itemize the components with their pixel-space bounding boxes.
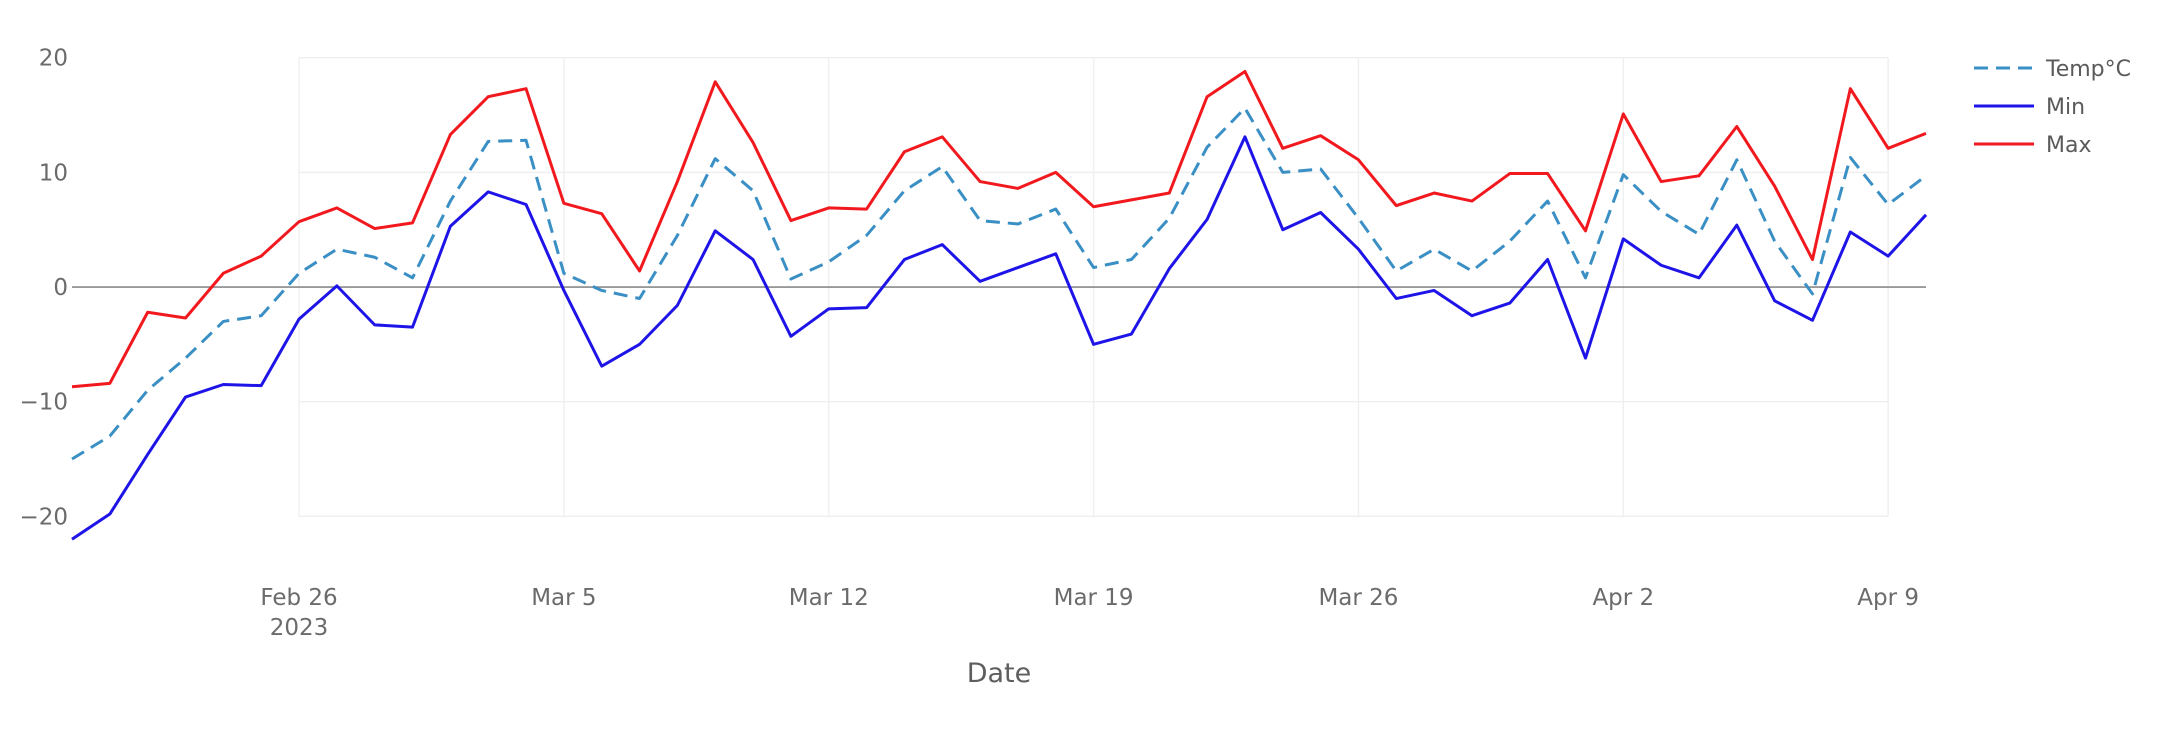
x-tick-label: Apr 2 (1592, 585, 1654, 611)
x-tick-label: Feb 26 (260, 585, 337, 611)
x-axis-tick-labels: Feb 26 2023 Mar 5 Mar 12 Mar 19 Mar 26 Apr 2 Ap… (260, 585, 1919, 641)
legend-item[interactable]: Temp°C (1974, 57, 2131, 82)
y-tick-label: 20 (39, 46, 68, 72)
legend[interactable]: Temp°C Min Max (1974, 57, 2131, 158)
x-tick-label: Mar 12 (789, 585, 869, 611)
series-line-max (71, 69, 1927, 389)
y-tick-label: −20 (19, 504, 68, 530)
x-tick-label: Mar 19 (1054, 585, 1134, 611)
y-axis-tick-labels: 20 10 0 −10 −20 (19, 46, 68, 531)
x-tick-sublabel: 2023 (270, 615, 329, 641)
series-line-temp-c (71, 106, 1927, 461)
x-tick-label: Mar 5 (531, 585, 596, 611)
series-lines (71, 69, 1928, 541)
x-tick-label: Mar 26 (1318, 585, 1398, 611)
legend-label: Temp°C (2045, 57, 2131, 82)
y-tick-label: 10 (39, 160, 68, 186)
legend-item[interactable]: Max (1974, 133, 2091, 158)
legend-label: Max (2046, 133, 2091, 158)
y-tick-label: 0 (53, 275, 68, 301)
x-tick-label: Apr 9 (1857, 585, 1919, 611)
y-tick-label: −10 (19, 390, 68, 416)
series-line-min (71, 135, 1928, 541)
x-axis-title: Date (967, 658, 1032, 689)
legend-item[interactable]: Min (1974, 95, 2085, 120)
legend-label: Min (2046, 95, 2085, 120)
